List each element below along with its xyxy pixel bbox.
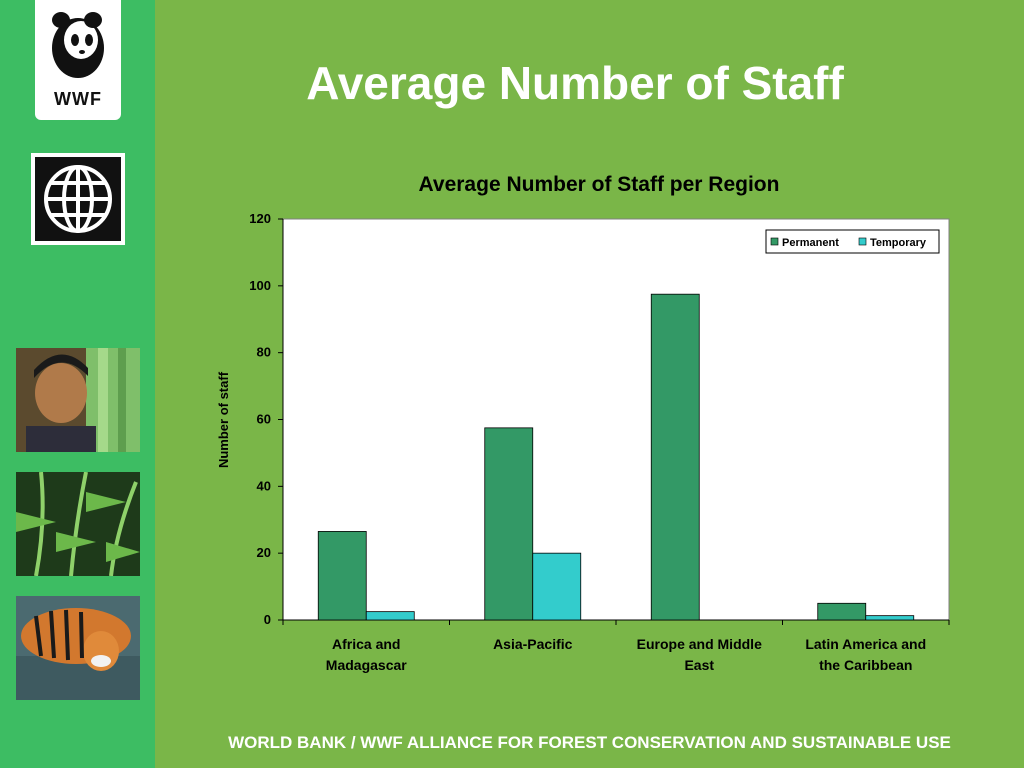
- y-tick-label: 20: [257, 545, 271, 560]
- x-category-label: East: [684, 657, 714, 673]
- footer-text: WORLD BANK / WWF ALLIANCE FOR FOREST CON…: [228, 733, 951, 752]
- x-category-label: the Caribbean: [819, 657, 912, 673]
- x-category-label: Madagascar: [326, 657, 407, 673]
- y-tick-label: 80: [257, 345, 271, 360]
- legend-label-temporary: Temporary: [870, 237, 927, 249]
- photo-man-bamboo: [16, 348, 140, 452]
- bar-permanent-0: [317, 531, 367, 621]
- y-tick-label: 0: [264, 612, 271, 627]
- y-tick-label: 120: [249, 211, 271, 226]
- wwf-wordmark: WWF: [54, 89, 102, 109]
- legend-swatch-temporary: [858, 237, 867, 246]
- x-category-label: Africa and: [332, 636, 400, 652]
- photo-tiger: [16, 596, 140, 700]
- x-category-label: Europe and Middle: [637, 636, 762, 652]
- globe-icon: [44, 165, 112, 233]
- bar-temporary-0: [365, 611, 415, 621]
- x-category-label: Latin America and: [805, 636, 926, 652]
- legend-box: [765, 229, 940, 254]
- world-bank-logo: [31, 153, 125, 245]
- y-axis-label: Number of staff: [216, 371, 231, 468]
- bar-temporary-3: [865, 615, 915, 621]
- wwf-logo: WWF: [35, 0, 121, 120]
- y-tick-label: 60: [257, 412, 271, 427]
- chart-title: Average Number of Staff per Region: [419, 173, 780, 196]
- legend-label-permanent: Permanent: [782, 237, 839, 249]
- y-tick-label: 40: [257, 478, 271, 493]
- bar-permanent-3: [817, 602, 867, 621]
- bar-chart: Average Number of Staff per Region Numbe…: [216, 173, 950, 673]
- panda-icon: [52, 12, 104, 78]
- bar-temporary-1: [532, 552, 582, 621]
- x-category-label: Asia-Pacific: [493, 636, 573, 652]
- sidebar: WWF: [0, 0, 155, 768]
- photo-fern: [16, 472, 140, 576]
- y-tick-label: 100: [249, 278, 271, 293]
- legend-swatch-permanent: [770, 237, 779, 246]
- bar-permanent-1: [484, 427, 534, 621]
- plot-area: [282, 218, 950, 621]
- slide-title: Average Number of Staff: [306, 57, 844, 109]
- bar-permanent-2: [650, 293, 700, 621]
